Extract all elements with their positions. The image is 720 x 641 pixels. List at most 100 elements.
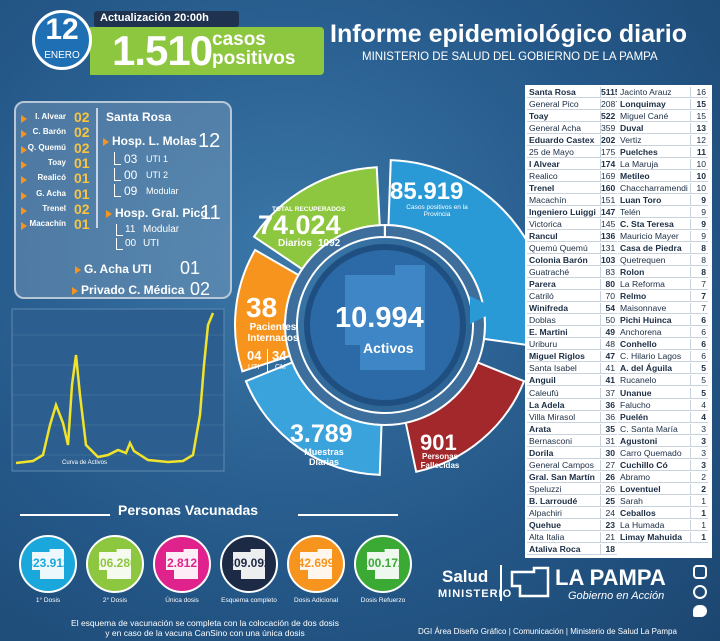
locality-name: La Humada — [618, 519, 690, 531]
locality-count: 27 — [600, 459, 617, 471]
locality-count: 23 — [600, 519, 617, 531]
locality-count: 1 — [690, 519, 708, 531]
locality-name: C. Sta Teresa — [618, 219, 690, 231]
vaccine-value: 309.092 — [227, 556, 271, 570]
province-map — [345, 265, 425, 370]
locality-name: Miguel Cané — [618, 111, 690, 123]
detail-bracket — [114, 184, 121, 197]
vaccine-label: Dosis Refuerzo — [360, 597, 406, 604]
locality-count: 6 — [690, 315, 708, 327]
locality-name: C. Hilario Lagos — [618, 351, 690, 363]
curve-chart — [11, 308, 225, 472]
locality-count: 18 — [600, 543, 617, 555]
locality-name: Puelén — [618, 411, 690, 423]
locality-name: Casa de Piedra — [618, 243, 690, 255]
facebook-icon[interactable] — [693, 585, 707, 599]
locality-count: 136 — [600, 231, 617, 243]
hospital-count: 02 — [74, 124, 90, 141]
locality-count: 7 — [690, 291, 708, 303]
locality-name: Telén — [618, 207, 690, 219]
locality-count: 26 — [600, 483, 617, 495]
locality-name: Abramo — [618, 471, 690, 483]
locality-name: Anchorena — [618, 327, 690, 339]
hospital-count: 01 — [74, 185, 90, 202]
locality-name: Puelches — [618, 147, 690, 159]
hospital-panel — [14, 101, 232, 299]
detail-count: 03 — [124, 152, 138, 166]
instagram-icon[interactable] — [693, 565, 707, 579]
locality-name: La Reforma — [618, 279, 690, 291]
cases-label: casos positivos — [212, 29, 296, 69]
locality-count: 12 — [690, 135, 708, 147]
locality-count: 10 — [690, 183, 708, 195]
locality-name: Doblas — [527, 315, 600, 327]
locality-name: Carro Quemado — [618, 447, 690, 459]
locality-count: 30 — [600, 447, 617, 459]
locality-name: Falucho — [618, 399, 690, 411]
hospital-name: Toay — [47, 157, 66, 167]
hospital-count: 01 — [74, 154, 90, 171]
locality-name: La Adela — [527, 399, 600, 411]
locality-count: 8 — [690, 243, 708, 255]
cases-value: 1.510 — [112, 27, 213, 74]
locality-count: 24 — [600, 507, 617, 519]
locality-name: Quetrequen — [618, 255, 690, 267]
locality-name: I Alvear — [527, 159, 600, 171]
locality-count: 3 — [690, 447, 708, 459]
arrow — [21, 145, 27, 154]
locality-name: Agustoni — [618, 435, 690, 447]
twitter-icon[interactable] — [693, 605, 707, 617]
deaths-segment — [404, 361, 526, 473]
locality-name: Jacinto Arauz — [618, 87, 690, 98]
hospital-count: 01 — [180, 258, 201, 278]
divider — [96, 108, 98, 228]
hospital-name: Hosp. L. Molas — [112, 134, 197, 148]
locality-name: Parera — [527, 279, 600, 291]
arrow — [21, 176, 27, 185]
locality-count: 6 — [690, 339, 708, 351]
locality-count: 31 — [600, 435, 617, 447]
hospital-name: Privado C. Médica — [81, 283, 185, 297]
hospitalized-label: Pacientes Internados — [247, 322, 299, 344]
locality-count: 10 — [690, 159, 708, 171]
locality-count: 522 — [600, 111, 617, 123]
locality-count: 5 — [690, 363, 708, 375]
locality-count: 5115 — [600, 87, 617, 98]
deaths-label: Personas Fallecidas — [420, 452, 460, 470]
detail-label: UTI — [143, 238, 160, 249]
hospital-count: 02 — [74, 109, 90, 125]
hospital-count: 02 — [190, 279, 211, 299]
locality-name: Unanue — [618, 387, 690, 399]
locality-name: Mauricio Mayer — [618, 231, 690, 243]
cm-label: CM — [275, 364, 286, 371]
locality-name: Villa Mirasol — [527, 411, 600, 423]
samples-value: 3.789 — [290, 420, 353, 448]
rule — [298, 514, 398, 516]
locality-count: 15 — [690, 111, 708, 123]
curve-label: Curva de Activos — [62, 460, 108, 466]
locality-count: 7 — [690, 303, 708, 315]
locality-name: Ataliva Roca — [527, 543, 600, 555]
locality-name: Speluzzi — [527, 483, 600, 495]
detail-label: UTI 2 — [146, 170, 169, 180]
locality-count: 16 — [690, 87, 708, 98]
locality-count: 175 — [600, 147, 617, 159]
rule — [20, 514, 110, 516]
brand-salud: Salud — [442, 567, 489, 586]
locality-count: 70 — [600, 291, 617, 303]
active-value: 10.994 — [335, 302, 424, 334]
locality-name: Chaccharramendi — [618, 183, 690, 195]
uti-label: UTI — [248, 364, 260, 371]
hospitalized-segment — [234, 248, 300, 373]
locality-name: Colonia Barón — [527, 255, 600, 267]
date-badge — [32, 10, 92, 70]
locality-count: 8 — [690, 267, 708, 279]
detail-label: UTI 1 — [146, 154, 169, 164]
arrow — [21, 115, 27, 123]
province-logo — [510, 566, 550, 598]
arrow — [21, 160, 27, 169]
hospital-count: 11 — [200, 202, 221, 224]
locality-count: 37 — [600, 387, 617, 399]
